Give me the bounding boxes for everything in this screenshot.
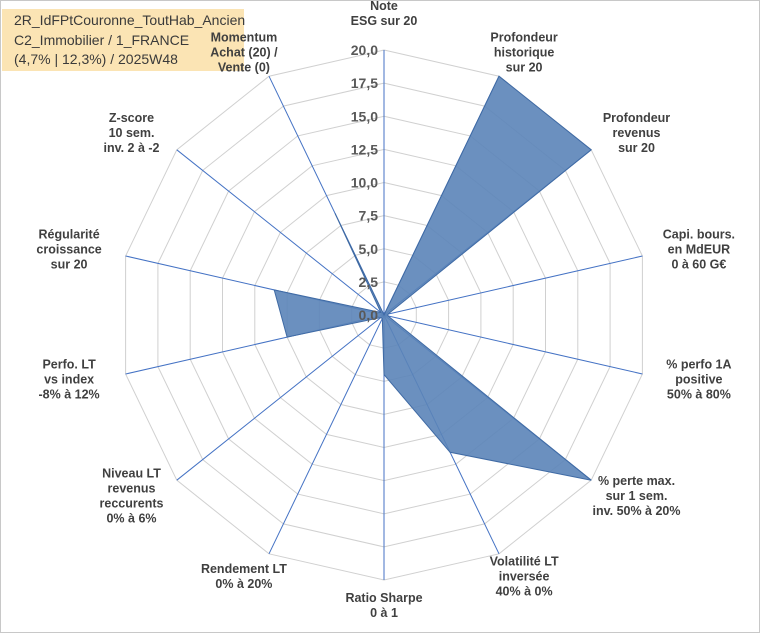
axis-label: Niveau LT revenus reccurents 0% à 6% — [100, 466, 164, 525]
axis-label: Rendement LT 0% à 20% — [201, 562, 287, 591]
axis-label: Volatilité LT inversée 40% à 0% — [490, 555, 559, 599]
axis-label: Profondeur historique sur 20 — [490, 30, 557, 74]
axis-label: Profondeur revenus sur 20 — [603, 111, 670, 155]
tick-label: 20,0 — [351, 42, 378, 58]
axis-label: Momentum Achat (20) / Vente (0) — [210, 30, 278, 74]
info-stats: (4,7% | 12,3%) / 2025W48 — [14, 51, 178, 67]
axis-spoke — [383, 314, 643, 375]
tick-label: 5,0 — [359, 241, 379, 257]
tick-label: 17,5 — [351, 75, 378, 91]
axis-spoke — [176, 314, 385, 481]
axis-label: % perte max. sur 1 sem. inv. 50% à 20% — [592, 474, 680, 518]
axis-label: Note ESG sur 20 — [351, 0, 418, 28]
axis-spoke — [383, 255, 643, 316]
axis-label: Capi. bours. en MdEUR 0 à 60 G€ — [663, 228, 735, 272]
axis-label: Z-score 10 sem. inv. 2 à -2 — [103, 111, 159, 155]
tick-label: 12,5 — [351, 141, 378, 157]
tick-label: 2,5 — [359, 274, 379, 290]
axis-label: Ratio Sharpe 0 à 1 — [345, 591, 422, 620]
axis-label: Régularité croissance sur 20 — [36, 228, 101, 272]
axis-spoke — [268, 314, 385, 555]
info-title: 2R_IdFPtCouronne_ToutHab_Ancien — [14, 12, 246, 28]
info-sector: C2_Immobilier / 1_FRANCE — [14, 32, 190, 48]
data-series-area — [273, 75, 592, 481]
tick-label: 7,5 — [359, 208, 379, 224]
tick-label: 10,0 — [351, 175, 378, 191]
axis-label: % perfo 1A positive 50% à 80% — [666, 357, 731, 401]
axis-label: Perfo. LT vs index -8% à 12% — [39, 357, 100, 401]
tick-label: 0,0 — [359, 307, 379, 323]
axis-labels: Note ESG sur 20 Profondeur historique sur 20… — [36, 0, 735, 620]
info-box: 2R_IdFPtCouronne_ToutHab_Ancien C2_Immob… — [2, 9, 246, 71]
radial-tick-labels: 0,0 2,5 5,0 7,5 10,0 12,5 15,0 17,5 20,0 — [351, 42, 378, 323]
axis-spoke — [176, 149, 385, 316]
tick-label: 15,0 — [351, 108, 378, 124]
